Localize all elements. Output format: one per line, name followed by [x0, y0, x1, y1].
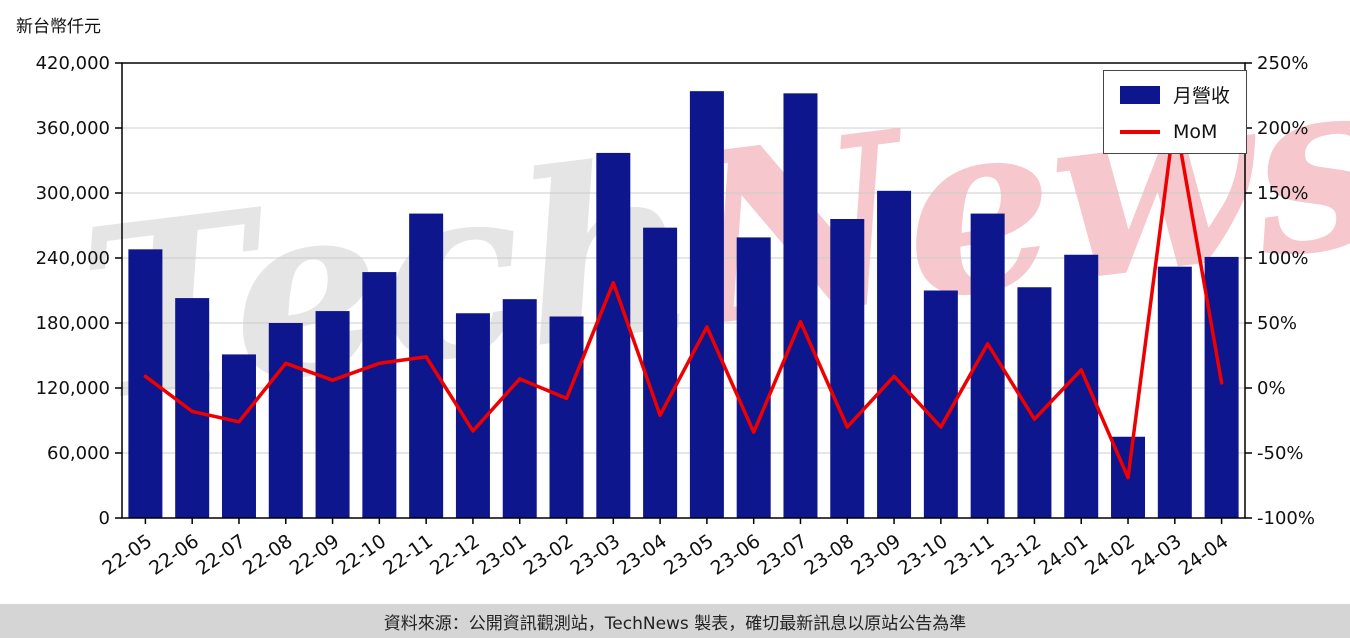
- legend-line-label: MoM: [1173, 121, 1218, 143]
- x-tick-label: 22-05: [98, 530, 156, 580]
- revenue-bar: [877, 190, 912, 519]
- right-tick-label: 200%: [1257, 118, 1308, 139]
- left-tick-label: 60,000: [47, 443, 110, 464]
- right-tick-label: -100%: [1257, 508, 1315, 529]
- revenue-bar: [830, 219, 865, 518]
- x-tick-label: 23-09: [847, 530, 905, 580]
- left-tick-label: 240,000: [36, 248, 110, 269]
- x-tick-label: 24-04: [1175, 530, 1233, 580]
- x-tick-label: 23-12: [987, 530, 1045, 580]
- legend-line-swatch: [1120, 130, 1160, 134]
- x-tick-label: 23-03: [566, 530, 624, 580]
- x-tick-label: 23-06: [707, 530, 765, 580]
- x-tick-label: 24-03: [1128, 530, 1186, 580]
- right-tick-label: 250%: [1257, 53, 1308, 74]
- revenue-bar: [596, 152, 631, 518]
- x-tick-label: 23-01: [473, 530, 531, 580]
- revenue-bar: [175, 298, 210, 518]
- revenue-bar: [268, 323, 303, 518]
- revenue-bar: [549, 316, 584, 518]
- left-tick-label: 300,000: [36, 183, 110, 204]
- revenue-bar: [689, 91, 724, 519]
- right-tick-label: 50%: [1257, 313, 1297, 334]
- right-tick-label: 100%: [1257, 248, 1308, 269]
- revenue-bar: [1157, 266, 1192, 518]
- x-tick-label: 24-01: [1034, 530, 1092, 580]
- revenue-bar: [783, 93, 818, 518]
- plot-border: [121, 62, 1246, 519]
- revenue-bar: [315, 311, 350, 518]
- source-footer: 資料來源：公開資訊觀測站，TechNews 製表，確切最新訊息以原站公告為準: [0, 604, 1350, 638]
- right-tick-label: 150%: [1257, 183, 1308, 204]
- revenue-bar: [502, 299, 537, 518]
- x-tick-label: 22-06: [145, 530, 203, 580]
- revenue-mom-chart: 0 60,000 120,000 180,000 240,000 300,000 360,0…: [36, 53, 1315, 580]
- left-tick-label: 120,000: [36, 378, 110, 399]
- x-tick-label: 23-07: [753, 530, 811, 580]
- left-tick-label: 180,000: [36, 313, 110, 334]
- x-tick-label: 23-10: [894, 530, 952, 580]
- right-tick-label: -50%: [1257, 443, 1304, 464]
- x-tick-label: 22-10: [332, 530, 390, 580]
- y-axis-unit-label: 新台幣仟元: [16, 17, 101, 37]
- revenue-bar: [643, 227, 678, 518]
- legend-row-revenue: 月營收: [1120, 81, 1230, 108]
- legend-bar-swatch: [1120, 85, 1160, 104]
- x-tick-label: 23-02: [520, 530, 578, 580]
- x-tick-label: 22-08: [239, 530, 297, 580]
- left-tick-label: 0: [99, 508, 110, 529]
- chart-legend: 月營收 MoM: [1103, 70, 1248, 154]
- source-footer-text: 資料來源：公開資訊觀測站，TechNews 製表，確切最新訊息以原站公告為準: [383, 613, 967, 634]
- legend-row-mom: MoM: [1120, 121, 1230, 143]
- revenue-bar: [1064, 254, 1099, 518]
- left-tick-label: 420,000: [36, 53, 110, 74]
- x-tick-label: 23-04: [613, 530, 671, 580]
- x-tick-label: 23-08: [800, 530, 858, 580]
- x-tick-label: 22-12: [426, 530, 484, 580]
- revenue-bar: [409, 213, 444, 519]
- x-tick-label: 23-05: [660, 530, 718, 580]
- revenue-bar: [1204, 256, 1239, 518]
- revenue-bar: [221, 354, 256, 518]
- left-tick-label: 360,000: [36, 118, 110, 139]
- mom-line: [143, 114, 1224, 480]
- x-tick-label: 22-09: [286, 530, 344, 580]
- right-tick-label: 0%: [1257, 378, 1286, 399]
- x-tick-label: 23-11: [941, 530, 999, 580]
- x-tick-label: 22-11: [379, 530, 437, 580]
- x-tick-label: 22-07: [192, 530, 250, 580]
- revenue-bar: [362, 272, 397, 518]
- legend-bar-label: 月營收: [1173, 85, 1231, 107]
- revenue-bar: [736, 237, 771, 518]
- x-tick-label: 24-02: [1081, 530, 1139, 580]
